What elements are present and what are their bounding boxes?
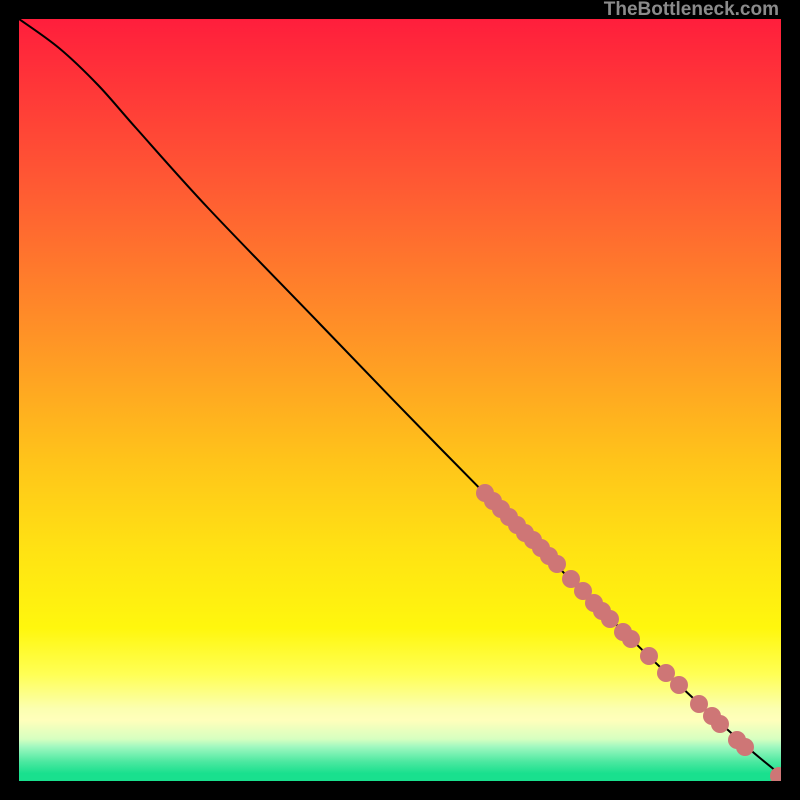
- chart-background: [19, 19, 781, 781]
- chart-frame: [19, 19, 781, 781]
- gradient-rect: [19, 19, 781, 781]
- source-caption: TheBottleneck.com: [604, 0, 779, 19]
